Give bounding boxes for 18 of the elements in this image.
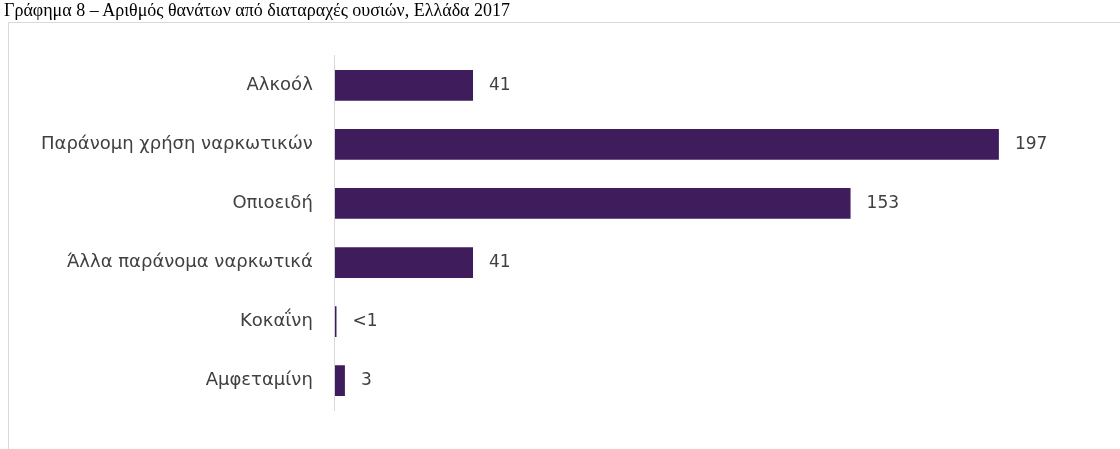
bar — [334, 129, 999, 160]
data-label: 197 — [1014, 132, 1048, 153]
bar — [334, 247, 474, 278]
bar — [334, 69, 474, 101]
bar — [334, 188, 851, 219]
y-tick-label: Άλλα παράνομα ναρκωτικά — [66, 250, 313, 272]
y-tick-label: Παράνομη χρήση ναρκωτικών — [40, 132, 313, 154]
y-tick-label: Οπιοειδή — [232, 191, 313, 213]
data-label: 41 — [489, 250, 511, 271]
data-label: 41 — [489, 73, 511, 94]
y-tick-label: Κοκαΐνη — [239, 308, 313, 331]
y-tick-label: Αλκοόλ — [246, 73, 314, 95]
data-label: 3 — [360, 369, 372, 390]
chart-title: Γράφημα 8 – Αριθμός θανάτων από διαταραχές ουσιών, Ελλάδα 2017 — [3, 0, 512, 22]
y-tick-label: Αμφεταμίνη — [205, 368, 313, 390]
bar — [334, 365, 345, 397]
data-label: 153 — [866, 191, 900, 212]
data-label: <1 — [352, 310, 378, 331]
